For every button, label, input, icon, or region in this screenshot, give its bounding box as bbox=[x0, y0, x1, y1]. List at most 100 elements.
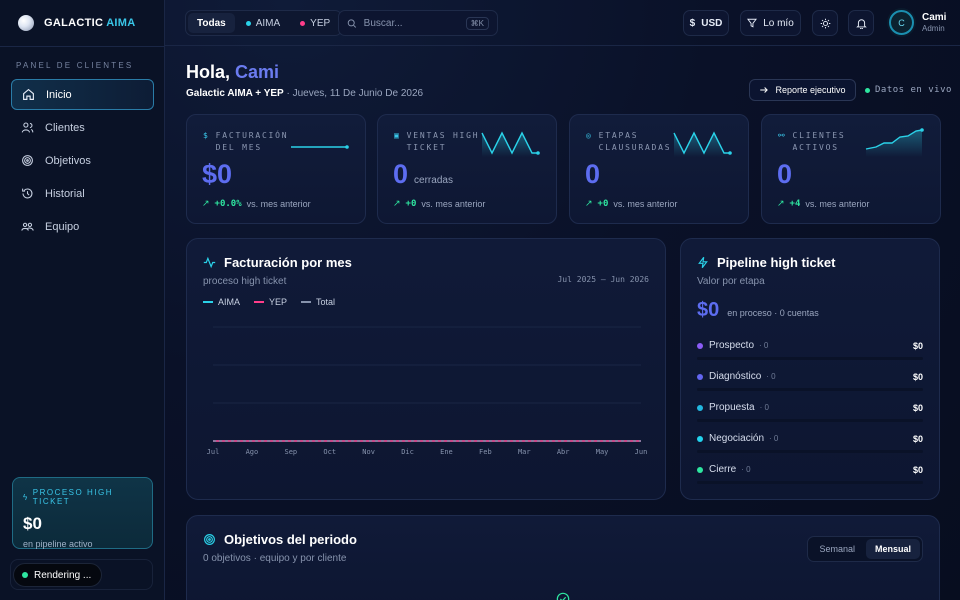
x-tick-label: Abr bbox=[557, 448, 570, 456]
user-menu[interactable]: C Cami Admin bbox=[889, 10, 946, 35]
yep-dot-icon bbox=[300, 20, 306, 26]
status-text: Rendering ... bbox=[34, 569, 92, 581]
panel-label: PANEL DE CLIENTES bbox=[16, 61, 134, 70]
executive-report-button[interactable]: Reporte ejecutivo bbox=[749, 79, 856, 101]
legend-label: Total bbox=[316, 297, 336, 307]
kpi-delta: ↗ +0 vs. mes anterior bbox=[585, 198, 677, 209]
stage-progress-bar bbox=[697, 481, 923, 484]
users-icon bbox=[21, 122, 34, 133]
legend-total[interactable]: Total bbox=[301, 297, 335, 307]
brand-accent-text: AIMA bbox=[106, 17, 136, 29]
kpi-card-active-clients[interactable]: ⚯ CLIENTES ACTIVOS 0 ↗ +4 vs. mes anteri… bbox=[761, 114, 941, 224]
sidebar-item-label: Inicio bbox=[46, 88, 72, 101]
kpi-delta-label: vs. mes anterior bbox=[805, 198, 870, 209]
target-icon bbox=[204, 534, 215, 545]
kpi-value-text: 0 bbox=[777, 159, 793, 189]
stage-count: · 0 bbox=[759, 341, 769, 350]
report-button-label: Reporte ejecutivo bbox=[775, 85, 846, 95]
live-label: Datos en vivo bbox=[875, 85, 952, 95]
pipeline-stage[interactable]: Cierre · 0 $0 bbox=[697, 454, 923, 485]
sidebar-item-label: Clientes bbox=[45, 121, 85, 134]
filter-label: Todas bbox=[197, 17, 226, 29]
brand-name-text: GALACTIC bbox=[44, 17, 104, 29]
notifications-button[interactable] bbox=[848, 10, 874, 36]
objectives-card: Objetivos del periodo 0 objetivos · equi… bbox=[186, 515, 940, 600]
kpi-title-text: CLIENTES ACTIVOS bbox=[792, 131, 846, 152]
filter-label: AIMA bbox=[255, 17, 281, 29]
revenue-subtitle: proceso high ticket bbox=[203, 276, 287, 287]
objectives-title-text: Objetivos del periodo bbox=[224, 532, 357, 547]
sidebar-item-clientes[interactable]: Clientes bbox=[11, 112, 154, 143]
filter-aima[interactable]: AIMA bbox=[237, 13, 289, 33]
pipeline-title: Pipeline high ticket bbox=[697, 255, 835, 270]
tab-mensual[interactable]: Mensual bbox=[865, 539, 920, 559]
brand[interactable]: GALACTIC AIMA bbox=[18, 15, 136, 31]
legend-aima[interactable]: AIMA bbox=[203, 297, 240, 307]
tab-semanal[interactable]: Semanal bbox=[819, 544, 855, 554]
user-name: Cami bbox=[922, 12, 947, 23]
activity-icon bbox=[203, 256, 216, 269]
filter-mine-button[interactable]: Lo mío bbox=[740, 10, 801, 36]
sidebar-pipeline-card[interactable]: ϟ PROCESO HIGH TICKET $0 en pipeline act… bbox=[12, 477, 153, 549]
brand-logo-icon bbox=[18, 15, 34, 31]
kpi-title-text: ETAPAS CLAUSURADAS bbox=[598, 131, 672, 152]
lightning-icon bbox=[698, 256, 708, 269]
kpi-sparkline bbox=[291, 145, 349, 149]
x-tick-label: Jun bbox=[635, 448, 648, 456]
kpi-sparkline bbox=[673, 131, 732, 157]
search-input[interactable] bbox=[363, 17, 459, 29]
kpi-delta-label: vs. mes anterior bbox=[421, 198, 486, 209]
sidebar-nav: Inicio Clientes Objetivos Historial Equi… bbox=[11, 79, 154, 244]
stage-progress-bar bbox=[697, 357, 923, 360]
sidebar-item-label: Historial bbox=[45, 187, 85, 200]
kpi-card-revenue[interactable]: $ FACTURACIÓN DEL MES $0 ↗ +0.0% vs. mes… bbox=[186, 114, 366, 224]
trend-up-icon: ↗ bbox=[202, 198, 210, 208]
sidebar-pipeline-label: ϟ PROCESO HIGH TICKET bbox=[23, 488, 142, 506]
sun-icon bbox=[820, 18, 830, 28]
currency-label: USD bbox=[701, 17, 723, 29]
kpi-delta-value: +0 bbox=[597, 198, 609, 209]
kpi-title-text: FACTURACIÓN DEL MES bbox=[215, 131, 289, 152]
pipeline-total-value: $0 bbox=[697, 299, 720, 321]
legend-label: AIMA bbox=[218, 297, 241, 307]
legend-yep[interactable]: YEP bbox=[254, 297, 287, 307]
filter-yep[interactable]: YEP bbox=[291, 13, 339, 33]
sidebar-item-equipo[interactable]: Equipo bbox=[11, 211, 154, 242]
sidebar-pipeline-label-text: PROCESO HIGH TICKET bbox=[32, 488, 113, 506]
pipeline-stage[interactable]: Propuesta · 0 $0 bbox=[697, 392, 923, 423]
x-tick-label: May bbox=[596, 448, 609, 456]
revenue-chart: Jul Ago Sep Oct Nov Dic Ene Feb Mar Abr May Jun bbox=[207, 326, 648, 456]
stage-dot-icon bbox=[697, 466, 703, 473]
stage-progress-bar bbox=[697, 419, 923, 422]
pipeline-stage[interactable]: Prospecto · 0 $0 bbox=[697, 330, 923, 361]
chart-legend: AIMA YEP Total bbox=[203, 297, 335, 307]
pipeline-stage[interactable]: Negociación · 0 $0 bbox=[697, 423, 923, 454]
sidebar-item-objetivos[interactable]: Objetivos bbox=[11, 145, 154, 176]
pipeline-title-text: Pipeline high ticket bbox=[717, 255, 836, 270]
currency-button[interactable]: $ USD bbox=[683, 10, 729, 36]
status-container bbox=[10, 559, 153, 590]
filter-todas[interactable]: Todas bbox=[188, 13, 235, 33]
kpi-delta-label: vs. mes anterior bbox=[613, 198, 678, 209]
search-box[interactable]: ⌘K bbox=[338, 10, 498, 36]
sidebar: GALACTIC AIMA PANEL DE CLIENTES Inicio C… bbox=[0, 0, 165, 600]
status-dot-icon bbox=[22, 572, 28, 578]
kpi-card-stages[interactable]: ◎ ETAPAS CLAUSURADAS 0 ↗ +0 vs. mes ante… bbox=[569, 114, 749, 224]
trend-up-icon: ↗ bbox=[585, 198, 593, 208]
stage-count: · 0 bbox=[766, 372, 776, 381]
pipeline-card: Pipeline high ticket Valor por etapa $0 … bbox=[680, 238, 940, 500]
sidebar-item-label: Equipo bbox=[45, 220, 80, 233]
sidebar-item-inicio[interactable]: Inicio bbox=[11, 79, 154, 110]
search-icon bbox=[347, 18, 357, 28]
filter-icon bbox=[747, 18, 758, 28]
sidebar-item-historial[interactable]: Historial bbox=[11, 178, 154, 209]
stage-name: Propuesta bbox=[709, 402, 755, 413]
kpi-card-high-ticket[interactable]: ▣ VENTAS HIGH TICKET 0 cerradas ↗ +0 vs.… bbox=[377, 114, 557, 224]
x-tick-label: Jul bbox=[207, 448, 220, 456]
pipeline-stage[interactable]: Diagnóstico · 0 $0 bbox=[697, 361, 923, 392]
theme-toggle-button[interactable] bbox=[812, 10, 838, 36]
sidebar-pipeline-sub: en pipeline activo bbox=[23, 539, 93, 549]
sidebar-item-label: Objetivos bbox=[45, 154, 91, 167]
stage-count: · 0 bbox=[759, 403, 769, 412]
page-title: Hola, Cami bbox=[186, 62, 279, 83]
